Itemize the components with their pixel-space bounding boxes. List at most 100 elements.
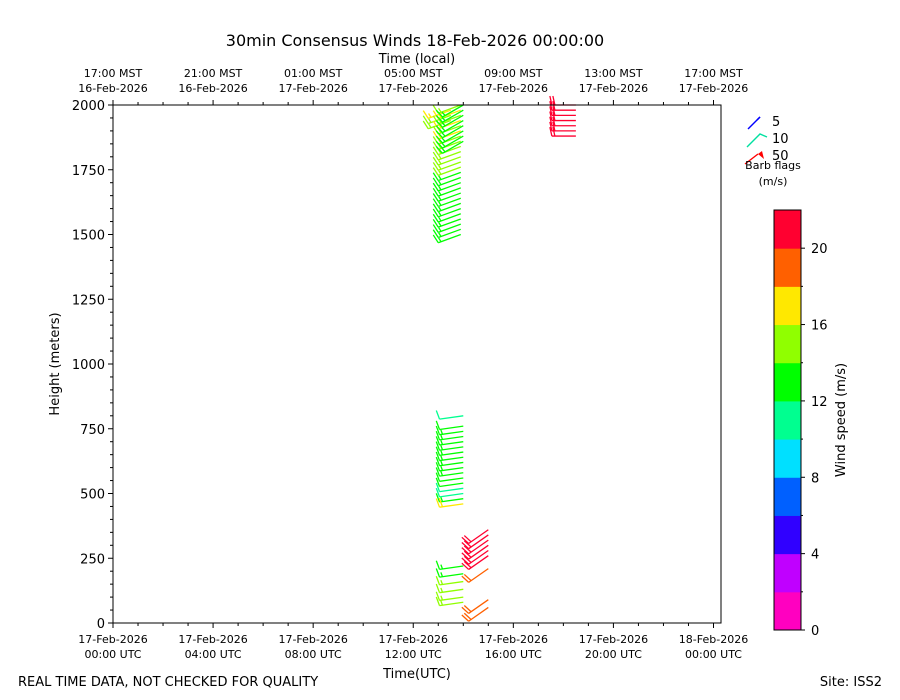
top-tick-time: 09:00 MST xyxy=(484,67,543,80)
wind-barb xyxy=(432,233,462,244)
barb-staff xyxy=(438,197,462,208)
wind-barb xyxy=(435,493,464,503)
barb-staff xyxy=(442,104,464,118)
barb-full-flag xyxy=(463,540,472,548)
wind-barb xyxy=(549,116,576,127)
wind-barb xyxy=(435,482,464,493)
barb-half-flag xyxy=(441,132,446,137)
barb-full-flag xyxy=(435,493,441,503)
wind-barb xyxy=(461,539,489,555)
barb-staff xyxy=(468,539,489,555)
barb-staff xyxy=(442,109,464,123)
top-axis-label: Time (local) xyxy=(378,52,455,67)
barb-full-flag xyxy=(461,552,470,560)
barb-full-flag xyxy=(552,95,556,106)
colorbar-segment xyxy=(774,515,801,555)
barb-staff xyxy=(442,114,464,128)
barb-full-flag xyxy=(432,234,439,244)
barb-staff xyxy=(439,451,464,457)
wind-barb xyxy=(461,534,489,550)
barb-full-flag xyxy=(463,605,472,613)
barb-half-flag xyxy=(438,164,442,170)
x-tick-time: 16:00 UTC xyxy=(485,648,542,661)
footer-quality-note: REAL TIME DATA, NOT CHECKED FOR QUALITY xyxy=(18,675,318,690)
barb-full-flag xyxy=(463,550,472,558)
legend-label-5: 5 xyxy=(772,115,780,130)
barb-staff xyxy=(442,140,464,154)
x-tick-time: 20:00 UTC xyxy=(585,648,642,661)
wind-barb xyxy=(435,109,464,123)
barb-full-flag xyxy=(552,106,556,116)
barb-staff xyxy=(439,446,464,451)
legend-barb-5-flag xyxy=(756,116,761,121)
barb-full-flag xyxy=(435,472,441,482)
wind-barb xyxy=(549,126,576,137)
barb-full-flag xyxy=(432,219,439,228)
barb-half-flag xyxy=(440,579,444,585)
barb-staff xyxy=(439,441,464,446)
wind-barb xyxy=(435,125,464,139)
barb-staff xyxy=(439,435,464,441)
barb-full-flag xyxy=(549,111,553,121)
wind-barb xyxy=(432,166,462,176)
barb-staff xyxy=(442,135,464,149)
barb-full-flag xyxy=(435,576,441,586)
barb-full-flag xyxy=(461,547,470,555)
barb-full-flag xyxy=(435,430,441,441)
barb-staff xyxy=(438,187,462,197)
barb-staff xyxy=(439,492,464,498)
wind-barb xyxy=(432,187,462,197)
barb-full-flag xyxy=(435,114,443,123)
barb-full-flag xyxy=(435,446,441,456)
barb-staff xyxy=(438,104,462,114)
barb-half-flag xyxy=(438,201,442,206)
legend-barb-50-pennant xyxy=(758,151,764,159)
legend-units: (m/s) xyxy=(759,175,788,188)
colorbar-tick-label: 20 xyxy=(811,242,828,257)
barb-half-flag xyxy=(441,147,446,153)
wind-barb xyxy=(432,202,462,213)
barb-half-flag xyxy=(438,190,442,196)
barb-staff xyxy=(438,202,462,213)
wind-barb xyxy=(461,606,489,622)
barb-full-flag xyxy=(435,487,441,498)
x-tick-date: 17-Feb-2026 xyxy=(178,633,247,646)
wind-barb xyxy=(435,497,464,508)
barb-staff xyxy=(438,233,462,244)
top-tick-date: 17-Feb-2026 xyxy=(479,82,548,95)
barb-staff xyxy=(439,425,464,431)
barb-staff xyxy=(438,223,462,233)
top-tick-time: 05:00 MST xyxy=(384,67,443,80)
legend-title: Barb flags xyxy=(745,159,801,172)
top-tick-date: 17-Feb-2026 xyxy=(679,82,748,95)
barb-full-flag xyxy=(435,568,441,578)
barb-staff xyxy=(442,119,464,134)
barb-half-flag xyxy=(438,180,442,186)
barb-staff xyxy=(439,472,464,477)
wind-barb xyxy=(435,576,464,586)
barb-half-flag xyxy=(438,159,442,165)
top-tick-time: 17:00 MST xyxy=(684,67,743,80)
barb-full-flag xyxy=(435,135,443,144)
barb-half-flag xyxy=(438,107,442,113)
wind-barb xyxy=(435,420,464,431)
wind-barb xyxy=(432,218,462,228)
barb-staff xyxy=(468,549,489,565)
barb-full-flag xyxy=(438,497,444,508)
plot-frame xyxy=(112,104,722,624)
barb-half-flag xyxy=(440,465,444,471)
barb-half-flag xyxy=(440,434,444,440)
barb-half-flag xyxy=(438,154,442,160)
wind-barb xyxy=(432,161,462,171)
x-tick-date: 17-Feb-2026 xyxy=(78,633,147,646)
x-tick-time: 12:00 UTC xyxy=(385,648,442,661)
barb-staff xyxy=(438,156,462,166)
barb-full-flag xyxy=(463,555,472,564)
wind-barb xyxy=(461,529,489,545)
barb-staff xyxy=(438,176,462,187)
barb-full-flag xyxy=(432,156,439,166)
legend-barb-50 xyxy=(744,153,759,165)
colorbar-tick-label: 12 xyxy=(811,395,828,410)
wind-barb xyxy=(435,430,464,441)
